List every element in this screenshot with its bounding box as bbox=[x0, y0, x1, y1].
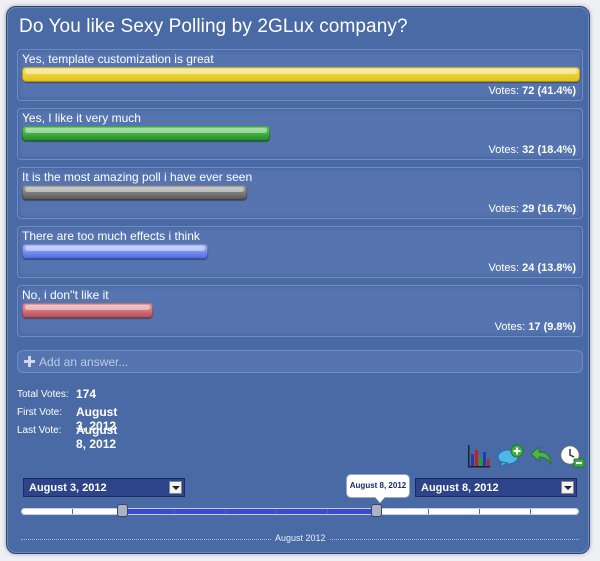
votes-count: Votes: 24 (13.8%) bbox=[488, 262, 576, 274]
first-vote: First Vote: August 3, 2012 bbox=[17, 405, 117, 433]
date-range-slider[interactable] bbox=[21, 508, 579, 515]
last-vote-label: Last Vote: bbox=[17, 425, 62, 436]
votes-count: Votes: 17 (9.8%) bbox=[494, 321, 576, 333]
bar-chart-icon[interactable] bbox=[466, 444, 492, 468]
vote-bar bbox=[22, 185, 247, 200]
date-to-value: August 8, 2012 bbox=[421, 482, 499, 494]
slider-tick bbox=[72, 509, 73, 514]
total-votes-label: Total Votes: bbox=[17, 389, 69, 400]
votes-count: Votes: 32 (18.4%) bbox=[488, 144, 576, 156]
selected-range bbox=[124, 509, 378, 514]
total-votes: Total Votes: 174 bbox=[17, 387, 96, 401]
first-vote-label: First Vote: bbox=[17, 407, 63, 418]
date-from-value: August 3, 2012 bbox=[29, 482, 107, 494]
answer-row[interactable]: No, i don''t like it Votes: 17 (9.8%) bbox=[17, 285, 583, 337]
answer-row[interactable]: It is the most amazing poll i have ever … bbox=[17, 167, 583, 219]
slider-tick bbox=[225, 509, 226, 514]
plus-icon bbox=[23, 355, 36, 368]
answer-row[interactable]: There are too much effects i think Votes… bbox=[17, 226, 583, 278]
votes-count: Votes: 72 (41.4%) bbox=[488, 85, 576, 97]
answer-row[interactable]: Yes, I like it very much Votes: 32 (18.4… bbox=[17, 108, 583, 160]
slider-tick bbox=[174, 509, 175, 514]
slider-tick bbox=[428, 509, 429, 514]
slider-handle-start[interactable] bbox=[117, 504, 128, 517]
date-to-select[interactable]: August 8, 2012 bbox=[415, 478, 577, 497]
chevron-down-icon bbox=[169, 481, 182, 494]
answer-label: Yes, template customization is great bbox=[22, 52, 214, 66]
answer-label: There are too much effects i think bbox=[22, 229, 200, 243]
slider-tick bbox=[327, 509, 328, 514]
vote-bar bbox=[22, 126, 270, 141]
poll-widget: Do You like Sexy Polling by 2GLux compan… bbox=[6, 6, 590, 554]
answer-label: No, i don''t like it bbox=[22, 288, 109, 302]
slider-tick bbox=[276, 509, 277, 514]
date-from-select[interactable]: August 3, 2012 bbox=[23, 478, 185, 497]
add-answer-input[interactable]: Add an answer... bbox=[17, 350, 583, 373]
vote-bar bbox=[22, 303, 153, 318]
chevron-down-icon bbox=[561, 481, 574, 494]
last-vote: Last Vote: August 8, 2012 bbox=[17, 423, 117, 451]
clock-icon[interactable] bbox=[559, 444, 585, 468]
slider-tooltip: August 8, 2012 bbox=[346, 474, 410, 503]
slider-tick bbox=[479, 509, 480, 514]
slider-tick bbox=[530, 509, 531, 514]
total-votes-value: 174 bbox=[76, 387, 97, 401]
vote-bar bbox=[22, 67, 580, 82]
votes-count: Votes: 29 (16.7%) bbox=[488, 203, 576, 215]
back-arrow-icon[interactable] bbox=[529, 444, 555, 468]
add-comment-icon[interactable] bbox=[497, 444, 525, 468]
last-vote-value: August 8, 2012 bbox=[76, 423, 118, 451]
poll-title: Do You like Sexy Polling by 2GLux compan… bbox=[19, 16, 408, 37]
answer-label: It is the most amazing poll i have ever … bbox=[22, 170, 253, 184]
slider-handle-end[interactable] bbox=[371, 504, 382, 517]
answer-row[interactable]: Yes, template customization is great Vot… bbox=[17, 49, 583, 101]
first-vote-value: August 3, 2012 bbox=[76, 405, 118, 433]
vote-bar bbox=[22, 244, 208, 259]
timeline-label: August 2012 bbox=[271, 533, 330, 543]
answer-label: Yes, I like it very much bbox=[22, 111, 141, 125]
add-answer-placeholder: Add an answer... bbox=[39, 355, 129, 369]
